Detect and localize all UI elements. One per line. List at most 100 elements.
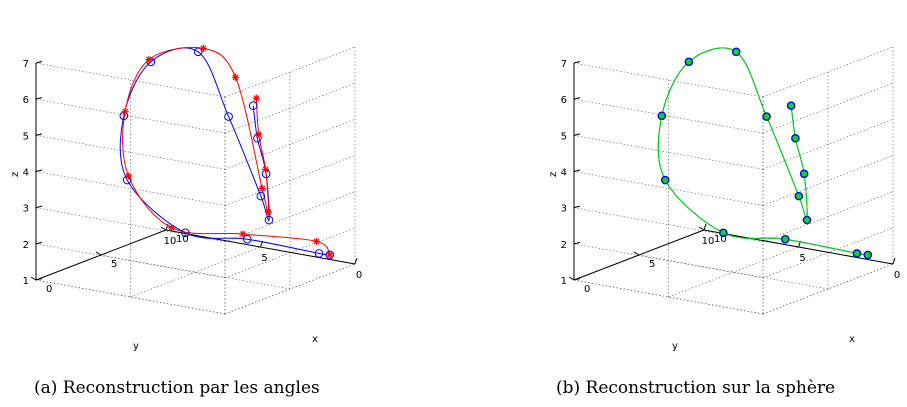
data-point xyxy=(781,235,789,243)
data-point xyxy=(248,101,258,110)
zlabel-b: z xyxy=(548,172,559,177)
tick-labels-b: 1 2 3 4 5 6 7 0 5 10 0 5 10 xyxy=(561,59,901,295)
data-point xyxy=(719,229,728,237)
data-point xyxy=(791,133,800,143)
z-tick xyxy=(35,97,43,100)
data-point xyxy=(167,224,176,232)
data-point xyxy=(256,191,266,201)
data-point xyxy=(799,169,809,179)
z-tick xyxy=(573,133,581,136)
caption-a: (a) Reconstruction par les angles xyxy=(34,378,320,398)
y-tick-label: 0 xyxy=(894,270,900,281)
data-point xyxy=(685,58,693,66)
y-tick-label: 5 xyxy=(261,253,267,264)
xlabel-b: x xyxy=(849,334,855,345)
y-tick xyxy=(892,257,896,265)
series-line xyxy=(657,47,868,256)
x-tick-label: 10 xyxy=(714,234,727,245)
z-tick xyxy=(35,278,43,281)
curves-b xyxy=(657,47,873,260)
ylabel-a: y xyxy=(133,341,139,352)
caption-b: (b) Reconstruction sur la sphère xyxy=(556,378,835,398)
data-point xyxy=(224,112,233,121)
grid-line xyxy=(762,227,894,279)
grid-line xyxy=(224,46,356,98)
data-point xyxy=(252,94,260,102)
x-tick xyxy=(568,276,575,281)
z-tick-label: 1 xyxy=(23,276,29,287)
z-tick-label: 7 xyxy=(561,59,567,70)
x-tick xyxy=(30,276,37,281)
z-tick xyxy=(35,61,43,64)
series-line xyxy=(122,46,331,256)
data-point xyxy=(326,251,334,259)
data-point xyxy=(239,230,247,238)
z-tick xyxy=(573,241,581,245)
y-tick-label: 0 xyxy=(356,270,362,281)
data-point xyxy=(787,101,795,110)
data-point xyxy=(780,234,790,244)
data-point xyxy=(658,112,666,120)
z-tick-label: 2 xyxy=(23,240,29,251)
tick-labels-a: 1 2 3 4 5 6 7 0 5 10 0 5 10 xyxy=(23,59,363,295)
data-point xyxy=(264,215,274,225)
z-tick xyxy=(35,133,43,136)
z-tick-label: 4 xyxy=(23,168,29,179)
x-tick xyxy=(698,226,705,231)
data-point xyxy=(264,208,272,216)
data-point xyxy=(732,48,740,56)
data-point xyxy=(231,73,240,81)
zlabel-a: z xyxy=(10,172,21,177)
x-tick xyxy=(95,251,102,256)
x-tick-label: 0 xyxy=(46,284,52,295)
data-point xyxy=(193,47,203,57)
data-point xyxy=(325,250,335,260)
data-point xyxy=(124,172,133,180)
data-point xyxy=(258,184,266,192)
grid-line xyxy=(224,155,356,206)
grid-line xyxy=(762,119,894,170)
grid-line xyxy=(224,82,356,134)
y-tick-label: 10 xyxy=(702,236,715,247)
y-tick xyxy=(703,223,707,231)
x-tick-label: 5 xyxy=(649,259,655,270)
z-tick-label: 5 xyxy=(23,131,29,142)
z-tick-label: 6 xyxy=(23,95,29,106)
grid-line xyxy=(224,263,356,315)
data-point xyxy=(684,57,694,67)
data-point xyxy=(719,228,728,238)
z-tick xyxy=(35,169,43,172)
x-tick-label: 0 xyxy=(584,284,590,295)
ylabel-b: y xyxy=(672,341,678,352)
data-point xyxy=(852,249,862,258)
y-tick-label: 5 xyxy=(799,253,805,264)
data-point xyxy=(199,44,207,52)
x-tick-label: 5 xyxy=(111,259,117,270)
grid-line xyxy=(762,155,894,206)
data-point xyxy=(853,249,861,258)
grid-line xyxy=(224,191,356,242)
z-tick-label: 6 xyxy=(561,95,567,106)
data-point xyxy=(312,237,321,245)
z-tick xyxy=(573,61,581,64)
grid-line xyxy=(130,246,261,298)
grid-line xyxy=(224,119,356,170)
z-tick xyxy=(573,169,581,172)
z-tick xyxy=(573,97,581,100)
data-point xyxy=(803,216,811,224)
y-tick xyxy=(354,257,358,265)
data-point xyxy=(181,228,190,238)
grid-line xyxy=(762,263,894,315)
data-point xyxy=(863,250,873,260)
z-tick-label: 3 xyxy=(23,204,29,215)
data-point xyxy=(794,191,804,201)
x-tick xyxy=(160,226,167,231)
data-point xyxy=(731,47,741,57)
axes-box-a xyxy=(30,46,358,315)
panel-a: 1 2 3 4 5 6 7 0 5 10 0 5 10 x y z (a) Reconstruction… xyxy=(10,44,363,398)
data-point xyxy=(762,112,771,121)
x-tick-label: 10 xyxy=(176,234,189,245)
data-point xyxy=(791,134,800,142)
z-tick xyxy=(35,205,43,209)
